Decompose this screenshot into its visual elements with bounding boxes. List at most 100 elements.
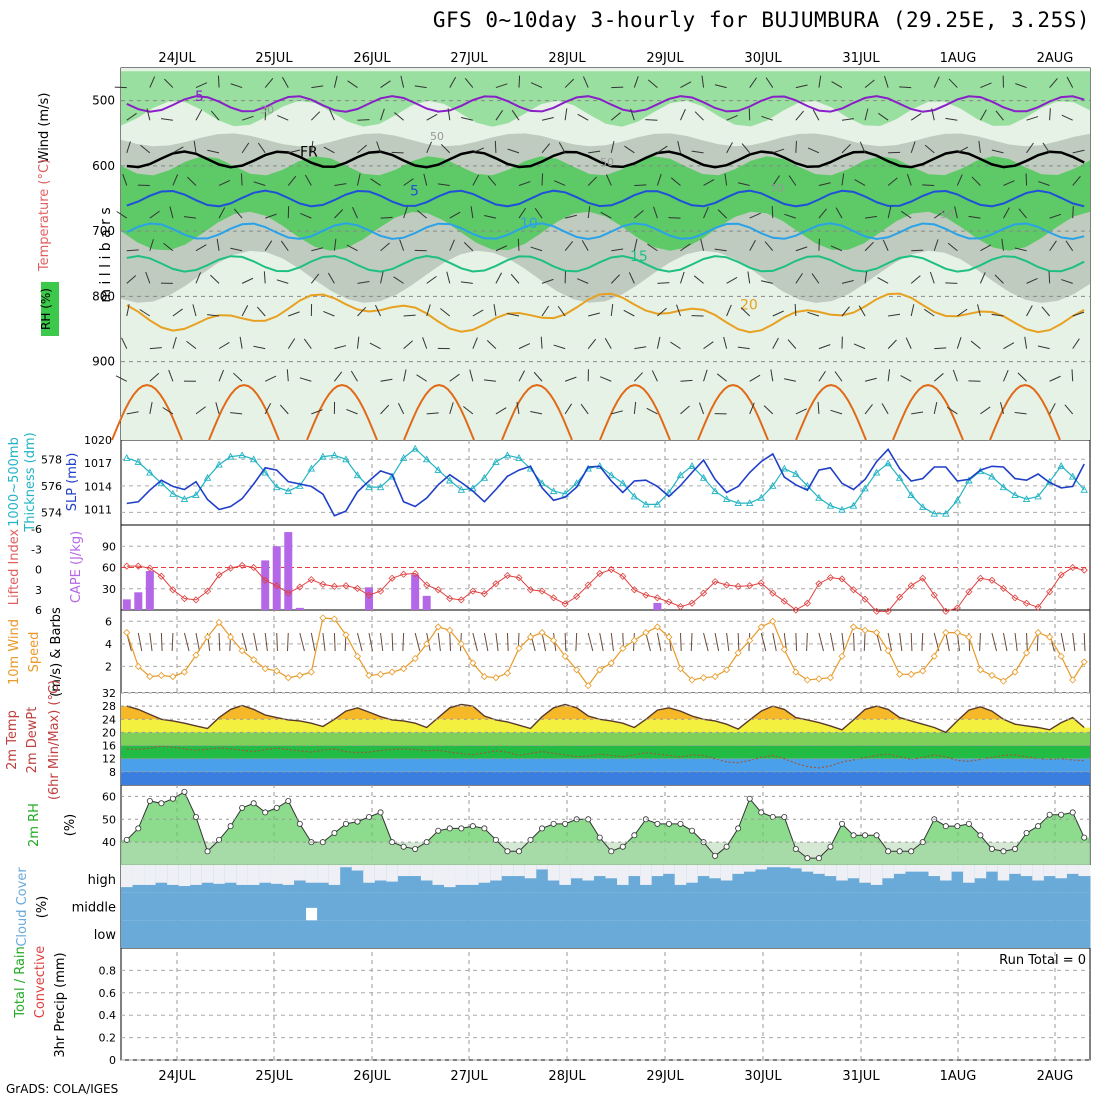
wind-barb [494,140,497,153]
wind-barb [463,406,474,415]
lifted-index-point [157,572,165,580]
wind-barb [530,82,543,89]
wind-barb [1049,375,1061,382]
wind-barb-10m [853,632,855,652]
wind-barb [192,304,197,317]
wind-label-3: (m/s) & Barbs [49,607,64,697]
cape-tick-30: 30 [102,583,116,596]
wind-barb [980,244,992,252]
cloud-high-cell [916,865,929,893]
cloud-high-gap [455,865,468,885]
wind-speed-point [884,647,892,655]
cloud-middle-cell [201,892,214,921]
cloud-low-cell [386,920,399,948]
wind-barb [864,79,875,88]
wind-barb [795,246,808,252]
cloud-low-cell [801,920,814,948]
cloud-high-gap [259,865,272,883]
wind-barb [121,337,128,349]
wind-barb-10m [863,632,866,652]
wind-barb-10m [380,632,384,652]
wind-barb [698,402,705,415]
rh-point [977,832,984,839]
wind-barb [630,108,635,121]
cloud-high-gap [582,865,595,881]
temp-label-1: 2m Temp [5,710,20,770]
wind-barb [163,242,174,252]
upper-y-tick-600: 600 [92,159,115,173]
lifted-index-point [884,607,892,615]
wind-barb [1066,76,1074,88]
wind-barb [883,75,889,88]
cloud-low-cell [201,920,214,948]
wind-barb [472,174,480,186]
temperature-band [121,732,1090,746]
wind-barb [380,216,393,219]
wind-speed-point [676,665,685,673]
wind-speed-point [642,629,650,637]
cloud-low-cell [340,920,353,948]
wind-barb [210,274,220,284]
wind-barb [195,82,208,89]
lifted-index-point [515,574,523,582]
wind-barb [693,275,704,284]
cloud-middle-cell [893,892,906,921]
wind-barb [423,173,428,186]
lifted-index-point [607,565,615,574]
wind-barb-10m [483,632,489,652]
cloud-middle-cell [674,892,687,921]
wind-barb [772,148,785,154]
wind-barb [841,144,851,154]
wind-barb [350,370,358,382]
wind-barb [149,372,160,382]
wind-barb [900,375,912,382]
temperature-contour-25 [403,383,475,441]
wind-barb [449,402,454,415]
rh-point [146,798,153,805]
wind-barb-10m [286,632,289,652]
cloud-high-gap [778,865,791,868]
wind-barb [610,141,615,153]
cloud-high-gap [709,865,722,879]
cloud-high-gap [236,865,249,885]
cloud-low-cell [870,920,883,948]
wind-barb [899,86,912,89]
wind-speed-point [1080,658,1088,666]
thickness-point [872,468,881,476]
wind-barb [449,76,457,88]
wind-barb [723,336,728,349]
wind-speed-point [492,674,500,682]
wind-speed-point [999,677,1008,685]
wind-barb [472,337,478,349]
wind-barb [703,341,714,350]
wind-barb [1065,240,1074,252]
wind-speed-point [250,656,258,664]
thickness-point [411,444,419,452]
wind-barb [126,304,130,317]
lifted-index-point [123,562,131,570]
wind-barb [818,182,831,186]
wind-barb [299,377,312,382]
wind-barb [518,207,527,219]
wind-barb [1049,108,1051,121]
lifted-index-point [723,581,731,589]
wind-barb-10m [599,632,604,652]
wind-barb [864,241,874,252]
cloud-middle-cell [501,892,514,921]
cloud-middle-cell [686,892,699,921]
wind-barb-10m [310,632,316,652]
cloud-high-gap [836,865,849,881]
rh-point [1081,834,1088,841]
lifted-index-point [503,572,512,580]
precip-tick-0-6: 0.6 [99,987,117,1000]
cloud-low-cell [859,920,872,948]
wind-barb [835,207,843,219]
wind-barb [882,239,889,251]
wind-barb [970,340,981,350]
wind-barb-10m [841,632,845,652]
wind-barb [588,312,600,317]
wind-barb [541,305,550,317]
wind-barb [749,402,755,415]
wind-barb [647,79,658,88]
cloud-high-gap [893,865,906,874]
